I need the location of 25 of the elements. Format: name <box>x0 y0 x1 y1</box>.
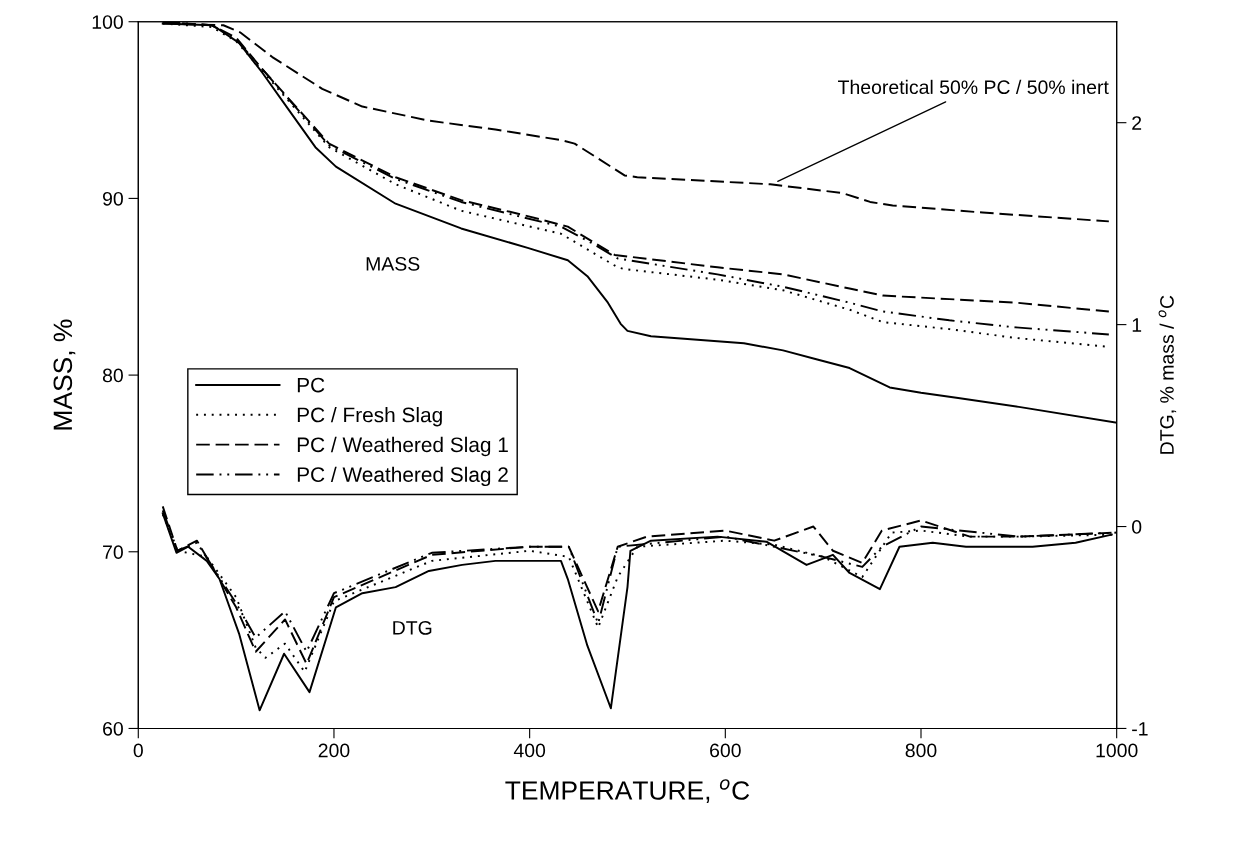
annotation: Theoretical 50% PC / 50% inert <box>838 79 1109 95</box>
y2-tick-label: -1 <box>1132 722 1148 736</box>
x-tick-label: 0 <box>133 743 143 758</box>
y2-tick-label: 2 <box>1132 116 1142 130</box>
legend-label: PC / Weathered Slag 2 <box>297 466 508 487</box>
x-tick-label: 200 <box>318 743 350 758</box>
y-tick-label: 90 <box>102 191 123 206</box>
legend-label: PC <box>297 377 325 393</box>
y-axis-title: MASS, % <box>53 319 76 430</box>
y2-axis-title: DTG, % mass / $^{o}$C <box>1158 295 1177 454</box>
annotation: DTG <box>393 620 432 635</box>
x-tick-label: 600 <box>710 743 741 758</box>
x-tick-label: 1000 <box>1096 743 1138 758</box>
annotation: MASS <box>366 257 420 271</box>
legend-label: PC / Weathered Slag 1 <box>297 436 508 457</box>
y2-tick-label: 1 <box>1132 318 1142 332</box>
y-tick-label: 60 <box>103 721 123 736</box>
y-tick-label: 100 <box>92 15 123 29</box>
x-tick-label: 400 <box>513 743 546 758</box>
x-axis-title: TEMPERATURE, $^{o}$C <box>505 779 750 803</box>
y-tick-label: 70 <box>103 545 123 560</box>
legend-label: PC / Fresh Slag <box>297 407 442 427</box>
x-tick-label: 800 <box>905 743 937 758</box>
y2-tick-label: 0 <box>1132 520 1142 534</box>
y-tick-label: 80 <box>102 368 123 383</box>
